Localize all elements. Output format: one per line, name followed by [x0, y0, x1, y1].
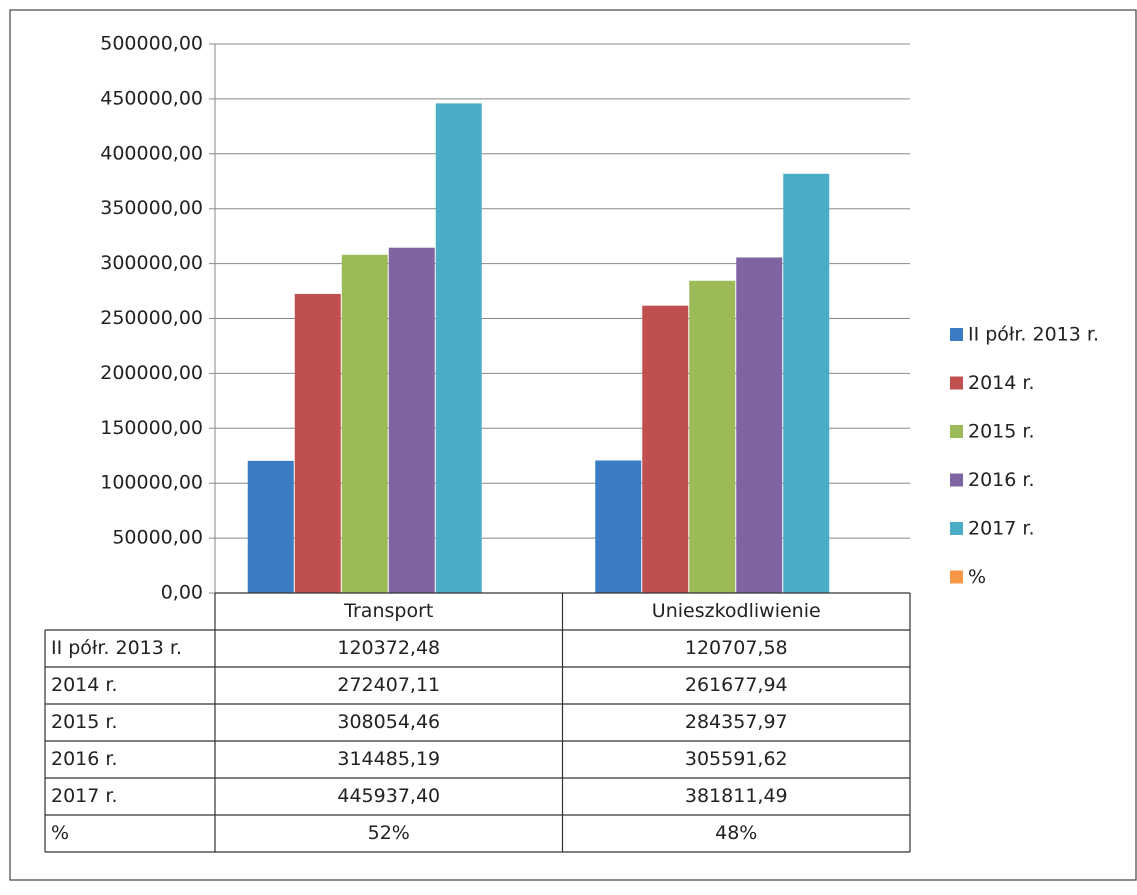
table-cell: 445937,40	[337, 785, 440, 807]
legend-swatch	[950, 522, 963, 535]
y-tick-label: 300000,00	[100, 252, 203, 274]
table-cell: 308054,46	[337, 711, 440, 733]
x-tick-label: Transport	[343, 600, 433, 622]
bar	[689, 281, 735, 593]
table-cell: 52%	[368, 822, 410, 844]
table-cell: 48%	[715, 822, 757, 844]
bar	[295, 294, 341, 593]
bar	[248, 461, 294, 593]
bar	[642, 306, 688, 593]
table-row-label: 2016 r.	[51, 748, 118, 770]
table-cell: 381811,49	[685, 785, 788, 807]
bar	[389, 248, 435, 593]
legend-label: 2016 r.	[968, 469, 1035, 491]
y-tick-label: 100000,00	[100, 472, 203, 494]
y-tick-label: 0,00	[161, 582, 203, 604]
table-cell: 261677,94	[685, 674, 788, 696]
y-tick-label: 50000,00	[112, 527, 203, 549]
table-row-label: 2014 r.	[51, 674, 118, 696]
table-row-label: %	[51, 822, 69, 844]
legend-swatch	[950, 571, 963, 584]
chart-border	[10, 10, 1136, 880]
table-cell: 284357,97	[685, 711, 788, 733]
legend-label: 2014 r.	[968, 372, 1035, 394]
bar	[595, 460, 641, 593]
y-tick-label: 150000,00	[100, 417, 203, 439]
y-tick-label: 400000,00	[100, 142, 203, 164]
table-cell: 305591,62	[685, 748, 788, 770]
y-tick-label: 450000,00	[100, 87, 203, 109]
bar	[783, 174, 829, 593]
legend-label: %	[968, 566, 986, 588]
legend-swatch	[950, 474, 963, 487]
legend-swatch	[950, 328, 963, 341]
x-tick-label: Unieszkodliwienie	[652, 600, 821, 622]
table-row-label: 2015 r.	[51, 711, 118, 733]
legend-swatch	[950, 425, 963, 438]
table-cell: 314485,19	[337, 748, 440, 770]
bar	[736, 257, 782, 593]
legend-label: II półr. 2013 r.	[968, 324, 1099, 346]
bar	[436, 103, 482, 593]
legend-swatch	[950, 377, 963, 390]
table-cell: 120372,48	[337, 637, 440, 659]
bar	[342, 255, 388, 593]
y-tick-label: 350000,00	[100, 197, 203, 219]
table-row-label: 2017 r.	[51, 785, 118, 807]
table-row-label: II półr. 2013 r.	[51, 637, 182, 659]
table-cell: 272407,11	[337, 674, 440, 696]
table-cell: 120707,58	[685, 637, 788, 659]
y-tick-label: 500000,00	[100, 33, 203, 55]
legend-label: 2017 r.	[968, 518, 1035, 540]
y-tick-label: 250000,00	[100, 307, 203, 329]
legend-label: 2015 r.	[968, 421, 1035, 443]
y-tick-label: 200000,00	[100, 362, 203, 384]
